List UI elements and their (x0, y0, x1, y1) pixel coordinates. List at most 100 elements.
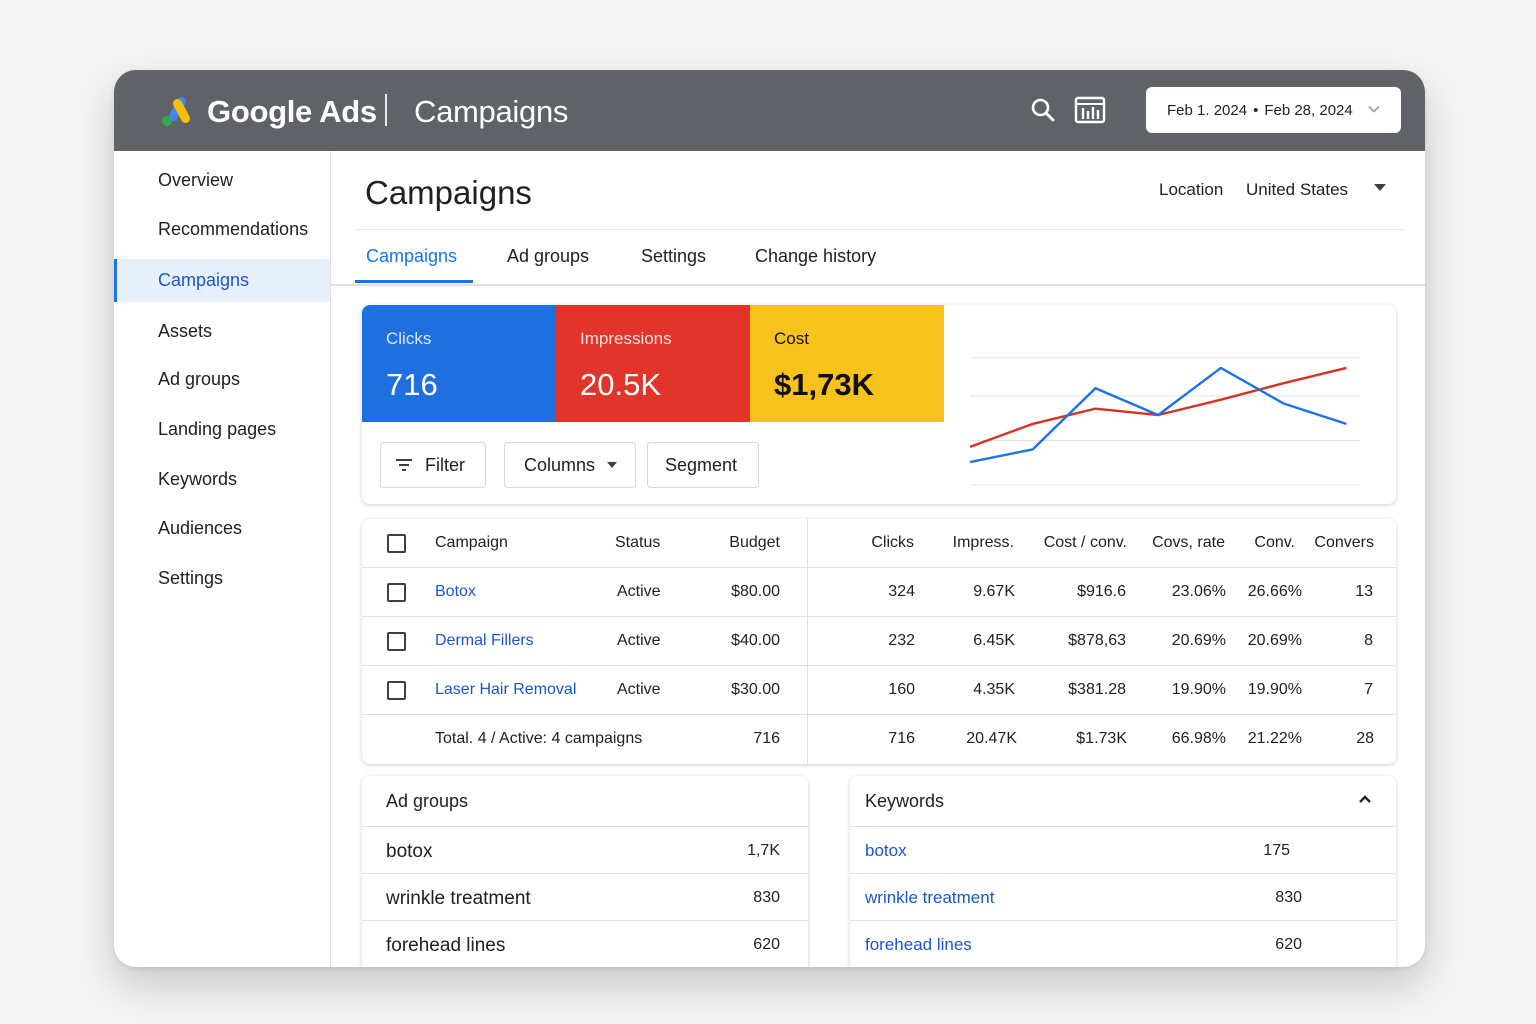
tab-ad-groups[interactable]: Ad groups (507, 246, 590, 266)
list-item[interactable]: wrinkle treatment 830 (362, 873, 808, 920)
location-label: Location (1159, 180, 1224, 199)
date-range-picker[interactable]: Feb 1. 2024 • Feb 28, 2024 (1146, 87, 1401, 133)
list-item[interactable]: botox 1,7K (362, 826, 808, 873)
impressions-label: Impressions (580, 329, 672, 348)
row-checkbox[interactable] (387, 681, 406, 700)
date-separator: • (1253, 101, 1259, 119)
sidebar-item-assets[interactable]: Assets (158, 321, 213, 341)
sidebar-item-landing-pages[interactable]: Landing pages (158, 419, 277, 439)
search-icon (1031, 98, 1055, 122)
header-status[interactable]: Status (615, 534, 661, 551)
cost-value: $1,73K (774, 367, 874, 402)
sidebar-item-settings[interactable]: Settings (158, 568, 224, 588)
conv-value: 19.90% (1247, 681, 1302, 698)
sidebar-item-audiences[interactable]: Audiences (158, 518, 243, 538)
keyword-link[interactable]: botox (865, 841, 907, 860)
google-ads-logo (162, 96, 190, 126)
keyword-value: 830 (1275, 889, 1302, 906)
cost-tile[interactable]: Cost $1,73K (750, 305, 944, 422)
table-total-row: Total. 4 / Active: 4 campaigns 716 716 2… (362, 715, 1396, 764)
header-impress[interactable]: Impress. (952, 534, 1014, 551)
ad-group-name: botox (386, 841, 433, 862)
impressions-tile[interactable]: Impressions 20.5K (556, 305, 750, 422)
clicks-value: 716 (386, 367, 438, 402)
campaign-link[interactable]: Botox (435, 583, 476, 600)
clicks-tile[interactable]: Clicks 716 (362, 305, 556, 422)
header-campaign[interactable]: Campaign (435, 534, 508, 551)
keyword-link[interactable]: wrinkle treatment (865, 888, 995, 907)
header-covs-rate[interactable]: Covs, rate (1152, 534, 1225, 551)
total-convers: 28 (1356, 730, 1374, 747)
table-row: Dermal Fillers Active $40.00 232 6.45K $… (362, 617, 1396, 666)
ad-group-value: 620 (753, 936, 780, 953)
header-clicks[interactable]: Clicks (871, 534, 914, 551)
select-all-checkbox[interactable] (387, 534, 406, 553)
table-header-row: Campaign Status Budget Clicks Impress. C… (362, 519, 1396, 568)
covs-rate-value: 19.90% (1171, 681, 1226, 698)
keyword-value: 175 (1263, 842, 1290, 859)
budget-value: $30.00 (731, 681, 780, 698)
status-value: Active (617, 681, 661, 698)
ad-groups-card: Ad groups botox 1,7K wrinkle treatment 8… (362, 776, 808, 967)
segment-label: Segment (665, 454, 738, 475)
filter-button[interactable]: Filter (380, 442, 486, 488)
tab-change-history[interactable]: Change history (755, 246, 877, 266)
clicks-value: 324 (888, 583, 915, 600)
reports-button[interactable] (1072, 92, 1108, 128)
header-budget[interactable]: Budget (729, 534, 780, 551)
row-checkbox[interactable] (387, 632, 406, 651)
sidebar-item-campaigns[interactable]: Campaigns (114, 259, 330, 302)
tab-campaigns[interactable]: Campaigns (366, 246, 458, 266)
location-select[interactable]: United States (1246, 180, 1349, 199)
caret-down-icon[interactable] (1374, 184, 1386, 192)
table-row: Botox Active $80.00 324 9.67K $916.6 23.… (362, 568, 1396, 617)
total-budget: 716 (753, 730, 780, 747)
total-conv: 21.22% (1247, 730, 1302, 747)
performance-card: Clicks 716 Impressions 20.5K Cost $1,73K… (362, 305, 1396, 504)
columns-label: Columns (524, 454, 596, 475)
header-cost-conv[interactable]: Cost / conv. (1043, 534, 1127, 551)
covs-rate-value: 23.06% (1171, 583, 1226, 600)
header-convers[interactable]: Convers (1314, 534, 1374, 551)
sidebar-item-overview[interactable]: Overview (158, 170, 234, 190)
filter-label: Filter (425, 454, 465, 475)
impress-value: 6.45K (973, 632, 1015, 649)
table-row: Laser Hair Removal Active $30.00 160 4.3… (362, 666, 1396, 715)
section-title: Campaigns (414, 94, 569, 129)
tab-settings[interactable]: Settings (641, 246, 707, 266)
cost-label: Cost (774, 329, 809, 348)
campaign-link[interactable]: Dermal Fillers (435, 632, 534, 649)
title-divider (385, 94, 387, 126)
ad-group-value: 1,7K (747, 842, 780, 859)
campaign-link[interactable]: Laser Hair Removal (435, 681, 577, 698)
keyword-link[interactable]: forehead lines (865, 935, 972, 954)
search-button[interactable] (1025, 92, 1061, 128)
sidebar-item-ad-groups[interactable]: Ad groups (158, 369, 241, 389)
date-end: Feb 28, 2024 (1264, 101, 1353, 119)
conv-value: 26.66% (1247, 583, 1302, 600)
budget-value: $40.00 (731, 632, 780, 649)
sidebar-item-keywords[interactable]: Keywords (158, 469, 238, 489)
row-checkbox[interactable] (387, 583, 406, 602)
campaign-table: Campaign Status Budget Clicks Impress. C… (362, 519, 1396, 764)
keywords-title: Keywords (865, 791, 945, 811)
list-item[interactable]: forehead lines 620 (362, 920, 808, 967)
app-window: Google Ads Campaigns Feb 1. 2024 • Feb 2… (114, 70, 1425, 967)
total-covs-rate: 66.98% (1171, 730, 1226, 747)
list-item: wrinkle treatment 830 (850, 873, 1396, 920)
report-icon (1074, 96, 1106, 124)
cost-conv-value: $381.28 (1068, 681, 1126, 698)
status-value: Active (617, 632, 661, 649)
keyword-value: 620 (1275, 936, 1302, 953)
sidebar-item-recommendations[interactable]: Recommendations (158, 219, 309, 239)
segment-button[interactable]: Segment (647, 442, 759, 488)
cost-conv-value: $916.6 (1077, 583, 1126, 600)
chevron-up-icon[interactable] (1358, 794, 1372, 804)
columns-button[interactable]: Columns (504, 442, 636, 488)
brand-name: Google Ads (207, 94, 377, 129)
total-label: Total. 4 / Active: 4 campaigns (435, 730, 643, 747)
impress-value: 9.67K (973, 583, 1015, 600)
chart-series-line-1 (969, 366, 1347, 448)
clicks-label: Clicks (386, 329, 432, 348)
header-conv[interactable]: Conv. (1254, 534, 1295, 551)
